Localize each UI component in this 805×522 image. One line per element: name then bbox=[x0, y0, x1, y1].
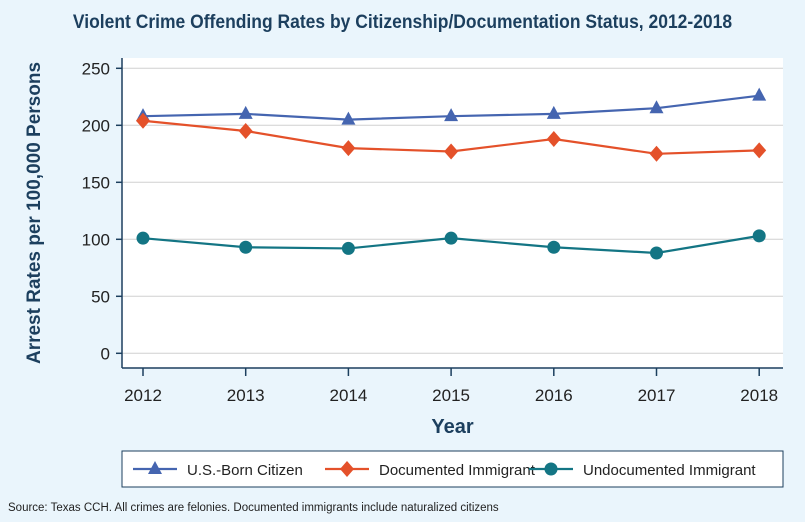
y-tick-label: 100 bbox=[82, 230, 110, 249]
legend-box bbox=[121, 450, 784, 488]
plot-area bbox=[122, 58, 783, 368]
y-tick-label: 150 bbox=[82, 173, 110, 192]
data-point-diamond bbox=[752, 142, 767, 159]
y-tick-label: 250 bbox=[82, 59, 110, 78]
x-tick-label: 2016 bbox=[535, 386, 573, 405]
data-point-circle bbox=[752, 229, 766, 243]
legend-label: Undocumented Immigrant bbox=[583, 462, 756, 479]
data-point-triangle bbox=[341, 111, 356, 125]
series-u-s-born-citizen bbox=[136, 87, 767, 125]
y-axis-label: Arrest Rates per 100,000 Persons bbox=[24, 62, 45, 364]
legend-label: U.S.-Born Citizen bbox=[187, 462, 303, 479]
legend: U.S.-Born Citizen Documented Immigrant Und… bbox=[121, 450, 784, 488]
data-point-circle bbox=[341, 241, 355, 255]
series-documented-immigrant bbox=[136, 112, 767, 162]
data-point-diamond bbox=[341, 140, 356, 157]
x-tick-label: 2018 bbox=[740, 386, 778, 405]
legend-item: U.S.-Born Citizen bbox=[133, 461, 303, 479]
data-point-diamond bbox=[136, 112, 150, 129]
data-point-diamond bbox=[546, 130, 561, 147]
legend-item: Undocumented Immigrant bbox=[529, 462, 756, 479]
data-point-circle bbox=[444, 231, 458, 245]
data-point-triangle bbox=[444, 108, 459, 122]
x-axis-label: Year bbox=[431, 416, 473, 438]
source-note: Source: Texas CCH. All crimes are feloni… bbox=[8, 502, 499, 514]
data-point-circle bbox=[544, 462, 558, 476]
legend-label: Documented Immigrant bbox=[379, 462, 536, 479]
data-point-diamond bbox=[649, 145, 664, 162]
x-tick-label: 2012 bbox=[124, 386, 162, 405]
data-point-circle bbox=[650, 246, 663, 260]
x-tick-label: 2017 bbox=[638, 386, 676, 405]
data-point-circle bbox=[239, 240, 253, 254]
data-point-triangle bbox=[752, 87, 767, 101]
series-undocumented-immigrant bbox=[136, 229, 766, 260]
x-tick-label: 2014 bbox=[329, 386, 367, 405]
data-point-diamond bbox=[238, 123, 253, 139]
legend-item: Documented Immigrant bbox=[325, 461, 536, 479]
x-tick-label: 2015 bbox=[432, 386, 470, 405]
y-tick-label: 50 bbox=[91, 287, 110, 306]
data-point-triangle bbox=[546, 105, 561, 119]
x-tick-label: 2013 bbox=[227, 386, 265, 405]
data-point-triangle bbox=[649, 100, 664, 114]
data-point-circle bbox=[136, 231, 150, 245]
y-tick-label: 0 bbox=[101, 344, 110, 363]
data-point-diamond bbox=[444, 143, 459, 160]
data-point-diamond bbox=[340, 461, 354, 477]
y-tick-label: 200 bbox=[82, 116, 110, 135]
data-point-triangle bbox=[148, 461, 162, 474]
chart-title: Violent Crime Offending Rates by Citizen… bbox=[72, 12, 733, 33]
data-point-triangle bbox=[238, 105, 253, 119]
data-point-circle bbox=[547, 240, 561, 254]
